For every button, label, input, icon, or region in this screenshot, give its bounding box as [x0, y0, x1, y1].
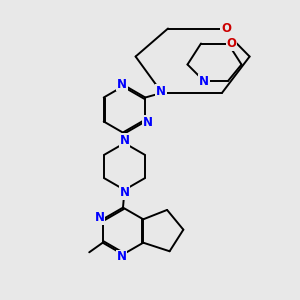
Text: O: O: [226, 37, 237, 50]
Text: N: N: [95, 211, 105, 224]
Text: O: O: [221, 22, 231, 35]
Text: N: N: [143, 116, 153, 129]
Text: N: N: [199, 75, 209, 88]
Text: N: N: [119, 134, 130, 147]
Text: N: N: [156, 85, 166, 98]
Text: N: N: [117, 77, 127, 91]
Text: N: N: [119, 186, 130, 199]
Text: N: N: [116, 250, 127, 263]
